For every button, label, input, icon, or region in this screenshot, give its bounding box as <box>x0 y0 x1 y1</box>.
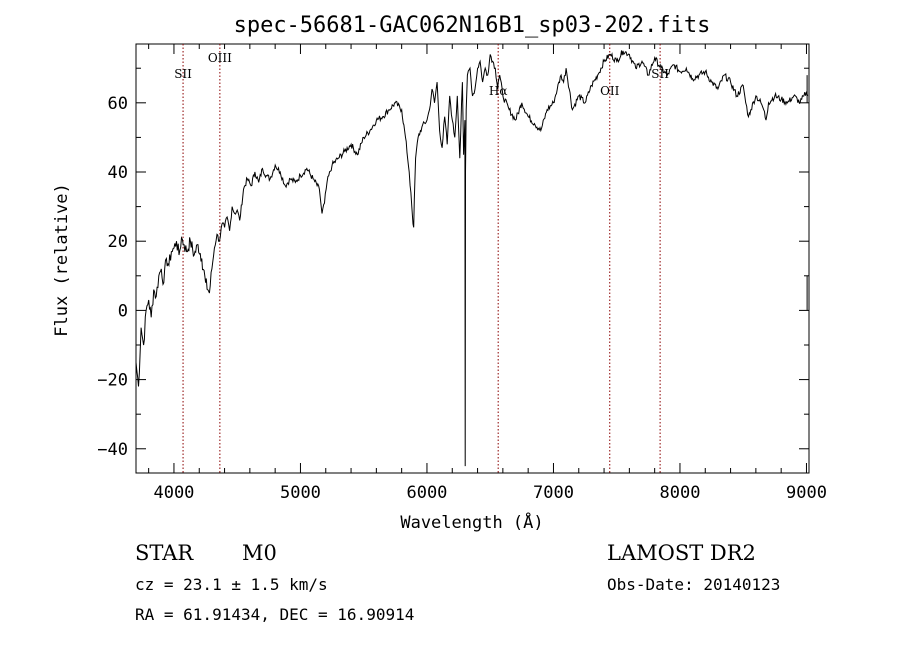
line-marker-label: SII <box>651 67 669 81</box>
y-tick-label: 40 <box>108 163 128 183</box>
y-tick-label: 20 <box>108 232 128 252</box>
y-tick-label: 0 <box>118 301 128 321</box>
line-marker-label: OIII <box>208 51 232 65</box>
x-tick-label: 8000 <box>659 483 700 503</box>
x-axis-label: Wavelength (Å) <box>400 511 543 533</box>
x-tick-label: 9000 <box>786 483 827 503</box>
y-axis-label: Flux (relative) <box>52 183 72 337</box>
line-marker-label: SII <box>174 67 192 81</box>
redshift-cz: cz = 23.1 ± 1.5 km/s <box>135 575 328 594</box>
plot-area: 4000 5000 6000 7000 8000 9000 −40 −20 0 20 40 60 SII… <box>97 43 827 503</box>
y-tick-label: 60 <box>108 94 128 114</box>
object-subclass: M0 <box>242 541 277 565</box>
x-tick-label: 7000 <box>533 483 574 503</box>
coordinates: RA = 61.91434, DEC = 16.90914 <box>135 605 414 624</box>
y-tick-label: −40 <box>97 440 128 460</box>
y-tick-label: −20 <box>97 371 128 391</box>
survey-name: LAMOST DR2 <box>607 541 756 565</box>
spectrum-line <box>135 50 809 467</box>
chart-title: spec-56681-GAC062N16B1_sp03-202.fits <box>234 13 711 38</box>
x-tick-label: 4000 <box>153 483 194 503</box>
x-tick-label: 6000 <box>406 483 447 503</box>
x-tick-label: 5000 <box>280 483 321 503</box>
observation-date: Obs-Date: 20140123 <box>607 575 780 594</box>
plot-frame <box>135 43 810 474</box>
line-marker-label: OII <box>600 84 620 98</box>
object-class: STAR <box>135 541 194 565</box>
